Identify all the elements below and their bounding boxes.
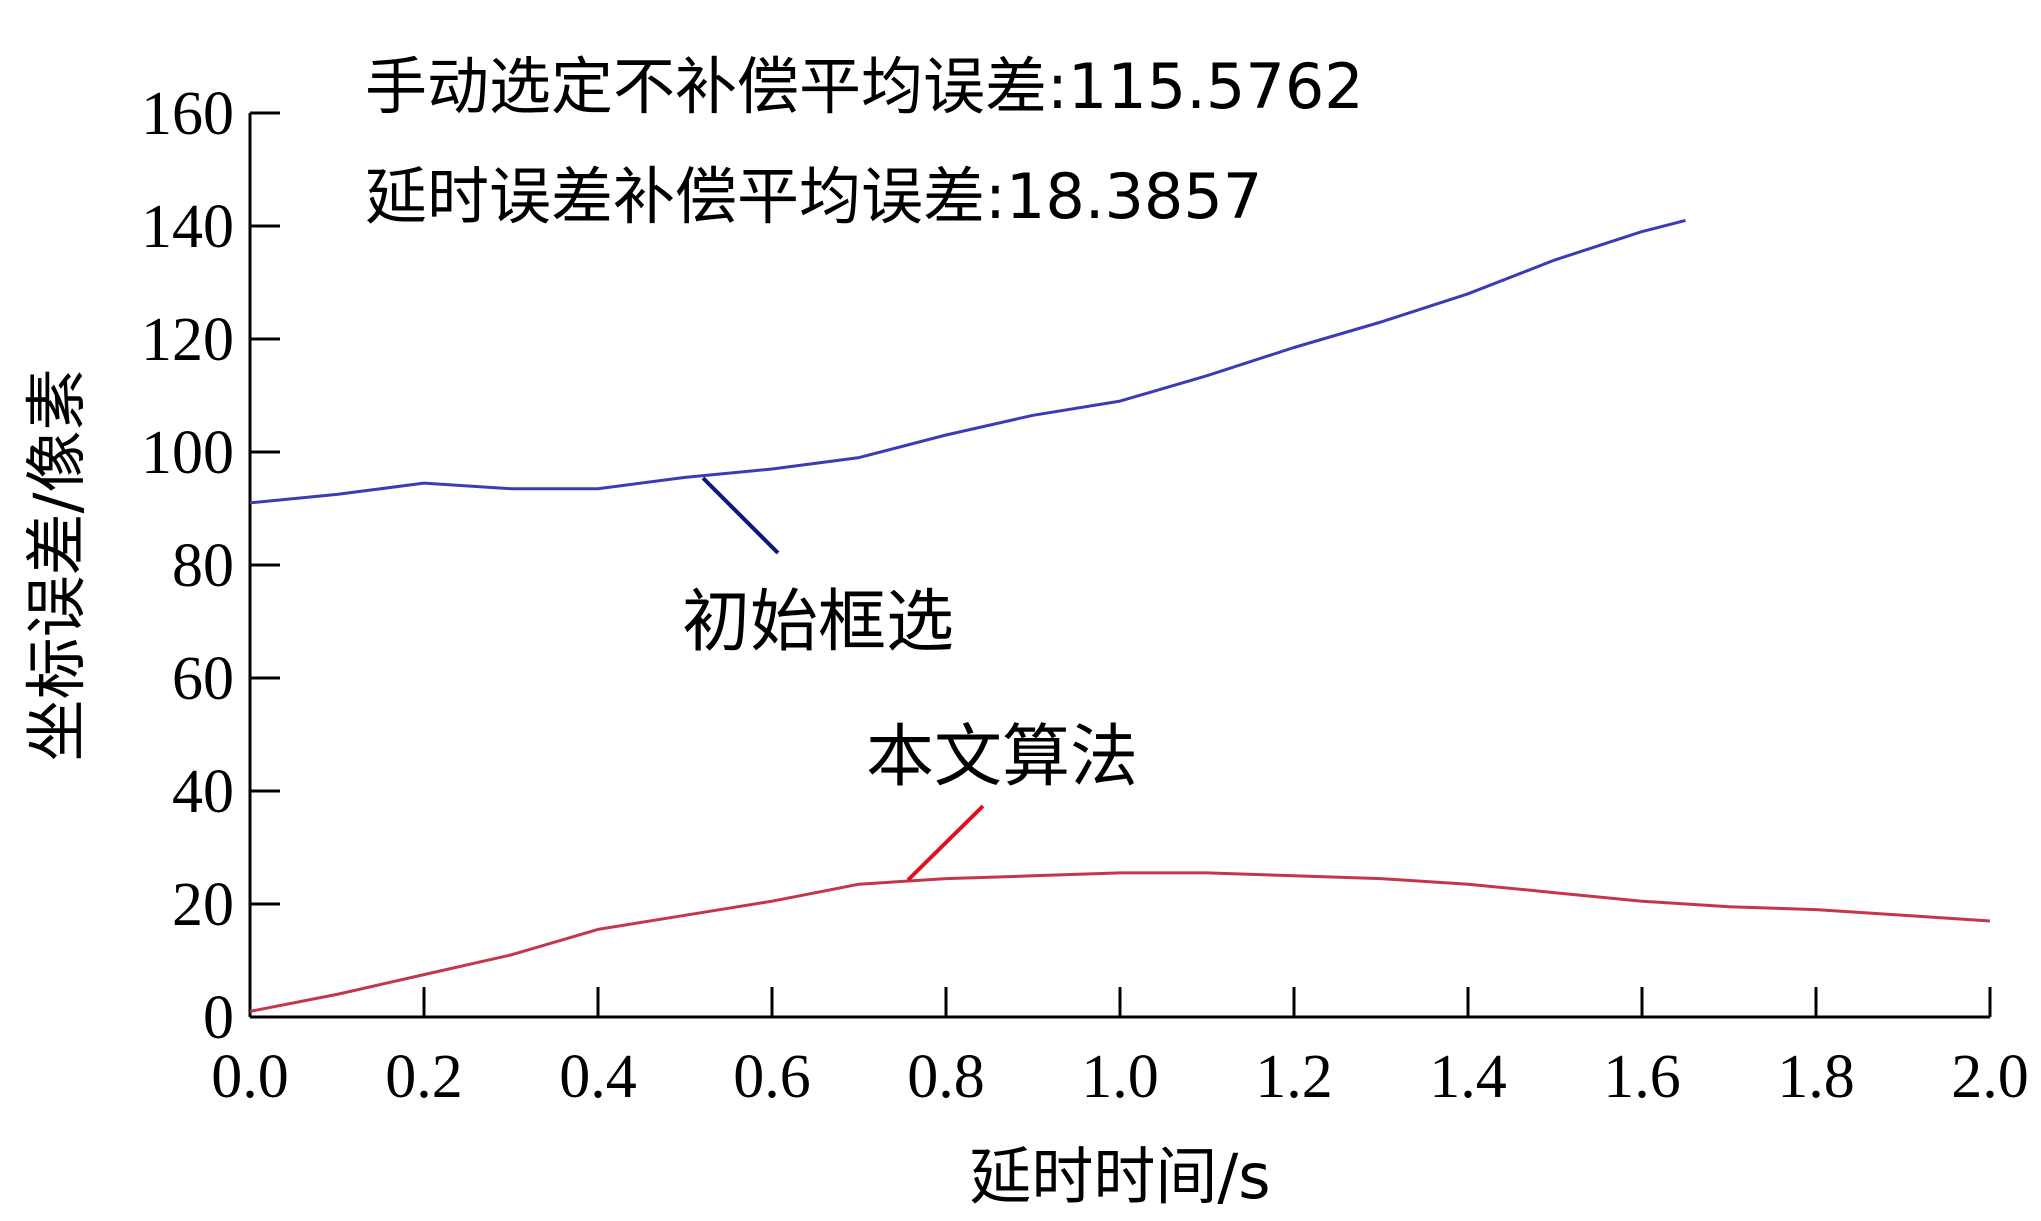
x-tick-label: 0.0 (211, 1043, 289, 1111)
x-tick-label: 2.0 (1951, 1043, 2029, 1111)
x-tick-label: 1.4 (1429, 1043, 1507, 1111)
annotation-uncompensated: 手动选定不补偿平均误差:115.5762 (365, 50, 1364, 123)
x-tick-label: 1.0 (1081, 1043, 1159, 1111)
y-tick-label: 80 (172, 532, 234, 600)
x-tick-label: 0.6 (733, 1043, 811, 1111)
series-line-0 (249, 218, 1686, 505)
y-tick-label: 60 (172, 645, 234, 713)
annotation-compensated: 延时误差补偿平均误差:18.3857 (365, 160, 1262, 233)
x-tick-label: 0.2 (385, 1043, 463, 1111)
series-label-initial: 初始框选 (682, 583, 954, 662)
series-pointer-initial (701, 476, 780, 555)
series-layer (249, 218, 1991, 1013)
series-pointer-proposed (906, 804, 985, 882)
y-tick-label: 140 (141, 193, 234, 261)
y-tick-label: 120 (141, 306, 234, 374)
x-tick-label: 1.8 (1777, 1043, 1855, 1111)
x-ticks: 0.0 0.2 0.4 0.6 0.8 1.0 1.2 1.4 1.6 1.8 2.0 (211, 987, 2029, 1111)
y-axis-title: 坐标误差/像素 (20, 369, 93, 762)
x-axis-title: 延时时间/s (969, 1140, 1270, 1213)
y-tick-label: 100 (141, 419, 234, 487)
y-tick-label: 40 (172, 758, 234, 826)
series-line-1 (249, 871, 1991, 1013)
y-tick-label: 0 (203, 984, 234, 1052)
x-tick-label: 1.2 (1255, 1043, 1333, 1111)
y-tick-label: 20 (172, 871, 234, 939)
series-label-proposed: 本文算法 (866, 718, 1138, 797)
x-tick-label: 0.8 (907, 1043, 985, 1111)
y-ticks: 0 20 40 60 80 100 120 140 160 (141, 80, 280, 1052)
x-tick-label: 1.6 (1603, 1043, 1681, 1111)
x-tick-label: 0.4 (559, 1043, 637, 1111)
y-tick-label: 160 (141, 80, 234, 148)
